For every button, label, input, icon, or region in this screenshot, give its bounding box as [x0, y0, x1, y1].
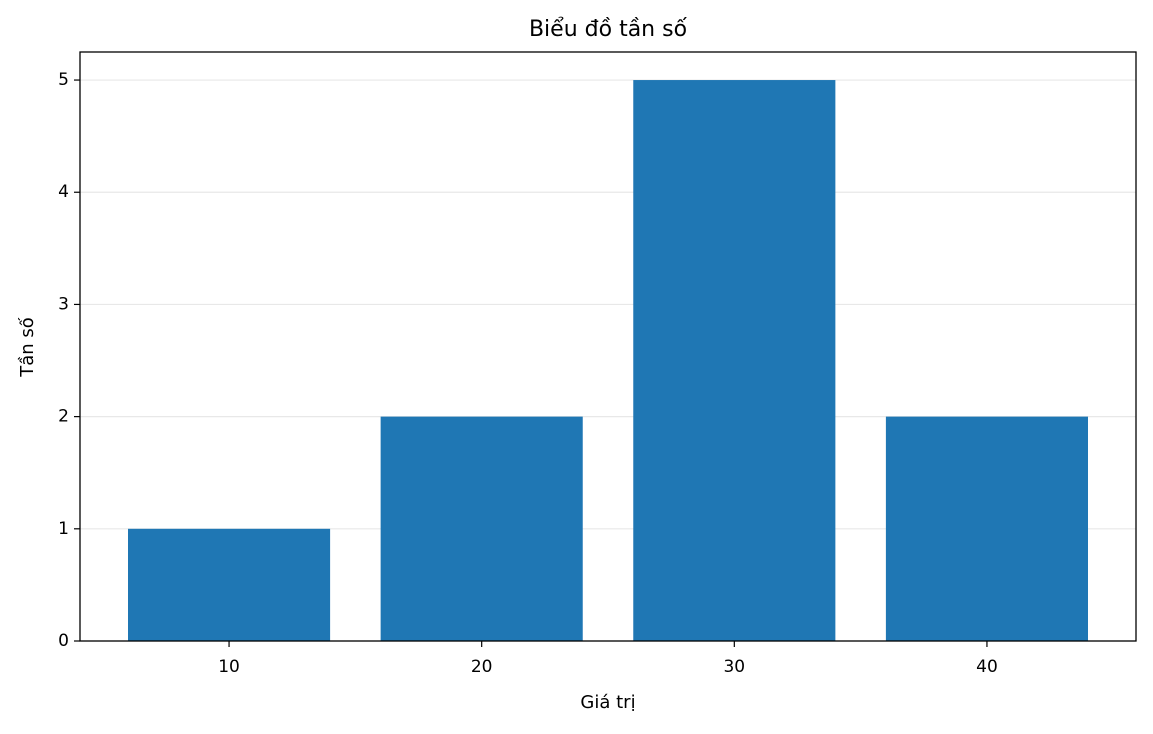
bar — [128, 528, 331, 641]
y-tick-label: 2 — [58, 407, 69, 427]
bars — [128, 80, 1088, 642]
y-tick-label: 5 — [58, 70, 69, 90]
plot-frame — [79, 51, 1137, 642]
bar — [633, 80, 836, 642]
x-axis-label: Giá trị — [580, 692, 635, 713]
x-tick-label: 20 — [471, 657, 493, 677]
y-tick-label: 1 — [58, 519, 69, 539]
y-tick-label: 0 — [58, 631, 69, 651]
x-tick-label: 30 — [723, 657, 745, 677]
y-tick-label: 4 — [58, 182, 69, 202]
x-tick-label: 40 — [976, 657, 998, 677]
y-tick-label: 3 — [58, 294, 69, 314]
x-tick-label: 10 — [218, 657, 240, 677]
bar — [885, 416, 1088, 641]
chart-title: Biểu đồ tần số — [529, 17, 688, 42]
bar — [380, 416, 583, 641]
y-axis-label: Tần số — [17, 317, 38, 378]
